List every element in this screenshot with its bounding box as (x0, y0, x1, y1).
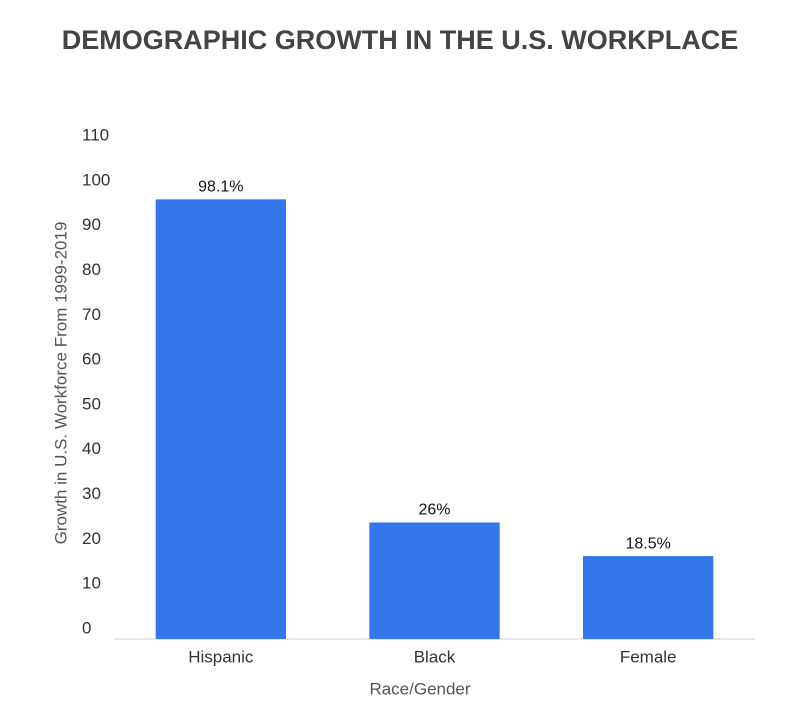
y-tick-label: 100 (82, 170, 110, 189)
y-tick-label: 70 (82, 305, 101, 324)
bar (369, 522, 500, 639)
chart-title: DEMOGRAPHIC GROWTH IN THE U.S. WORKPLACE (62, 25, 739, 55)
bar (582, 556, 714, 639)
y-tick-label: 30 (82, 484, 101, 503)
y-tick-label: 90 (82, 215, 101, 234)
y-tick-label: 0 (82, 618, 91, 637)
y-tick-label: 50 (82, 394, 101, 413)
bar (155, 199, 287, 640)
y-tick-label: 60 (82, 350, 101, 369)
y-tick-label: 110 (82, 125, 109, 144)
value-label: 18.5% (625, 535, 670, 552)
y-tick-label: 10 (82, 574, 101, 593)
y-tick-label: 40 (82, 439, 101, 458)
y-axis-title: Growth in U.S. Workforce From 1999-2019 (51, 222, 70, 545)
x-tick-label: Hispanic (188, 647, 254, 666)
x-axis-title: Race/Gender (369, 679, 470, 698)
value-label: 98.1% (198, 179, 243, 196)
y-tick-label: 80 (82, 260, 101, 279)
value-label: 26% (418, 502, 450, 519)
x-tick-label: Female (620, 647, 677, 666)
y-tick-label: 20 (82, 529, 101, 548)
x-tick-label: Black (414, 647, 456, 666)
